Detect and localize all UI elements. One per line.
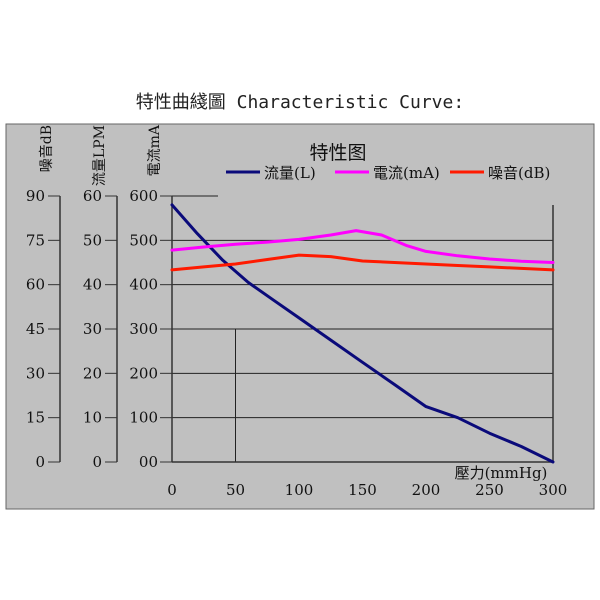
y-tick-label-current: 100	[129, 409, 158, 427]
y-tick-label-flow: 0	[92, 453, 102, 471]
y-tick-label-flow: 20	[83, 364, 102, 382]
legend: 流量(L) 電流(mA) 噪音(dB)	[226, 164, 550, 182]
x-tick-label: 300	[539, 481, 568, 499]
chart-panel	[5, 123, 595, 510]
y-axis-label-noise: 噪音dB	[38, 125, 55, 172]
y-tick-label-flow: 50	[83, 231, 102, 249]
series-line	[170, 253, 555, 272]
legend-label: 噪音(dB)	[488, 164, 550, 182]
x-tick-label: 50	[226, 481, 245, 499]
legend-label: 流量(L)	[264, 164, 316, 182]
legend-label: 電流(mA)	[373, 164, 440, 182]
grid	[172, 195, 553, 462]
y-tick-label-noise: 60	[26, 276, 45, 294]
y-tick-label-noise: 45	[26, 320, 45, 338]
y-tick-label-noise: 30	[26, 364, 45, 382]
y-tick-label-current: 400	[129, 276, 158, 294]
x-tick-label: 0	[167, 481, 177, 499]
x-tick-label: 200	[412, 481, 441, 499]
y-tick-label-flow: 60	[83, 187, 102, 205]
x-tick-label: 250	[475, 481, 504, 499]
y-tick-label-noise: 90	[26, 187, 45, 205]
y-tick-label-flow: 30	[83, 320, 102, 338]
series-line	[170, 229, 555, 264]
y-tick-label-current: 300	[129, 320, 158, 338]
series	[170, 203, 555, 464]
page-title: 特性曲綫圖 Characteristic Curve:	[135, 92, 465, 113]
y-tick-label-noise: 75	[26, 231, 45, 249]
y-axis-label-flow: 流量LPM	[92, 125, 108, 186]
x-tick-label: 100	[285, 481, 314, 499]
y-tick-label-flow: 40	[83, 276, 102, 294]
x-axis-label: 壓力(mmHg)	[455, 464, 548, 482]
y-tick-label-current: 600	[129, 187, 158, 205]
x-tick-label: 150	[348, 481, 377, 499]
chart-title: 特性图	[309, 142, 366, 164]
y-axis-label-current: 電流mA	[147, 124, 163, 176]
y-tick-label-noise: 0	[35, 453, 45, 471]
y-tick-label-flow: 10	[83, 409, 102, 427]
y-tick-label-current: 200	[129, 364, 158, 382]
y-tick-label-current: 00	[139, 453, 158, 471]
y-tick-label-current: 500	[129, 231, 158, 249]
axes: 00100200300400500600電流mA0102030405060流量L…	[26, 124, 567, 499]
y-tick-label-noise: 15	[26, 409, 45, 427]
